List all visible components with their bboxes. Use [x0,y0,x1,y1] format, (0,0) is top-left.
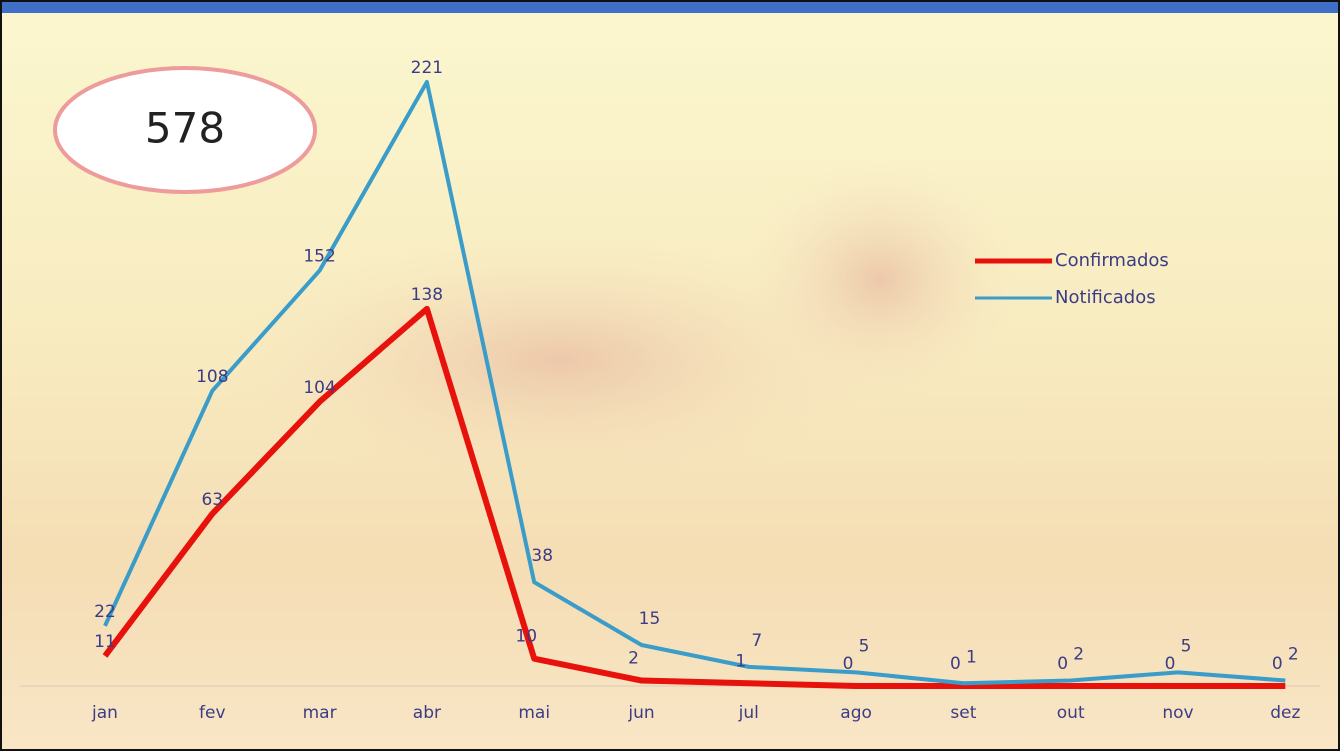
x-tick-label: mar [303,703,337,723]
data-label: 138 [411,285,443,305]
total-value: 578 [145,104,225,153]
data-label: 0 [1057,654,1068,674]
legend-label: Confirmados [1055,250,1169,271]
data-label: 1 [966,647,977,667]
data-label: 22 [94,602,116,622]
x-tick-label: set [950,703,976,723]
data-label: 11 [94,632,116,652]
x-tick-label: abr [413,703,441,723]
data-label: 1 [735,651,746,671]
x-tick-label: jan [91,703,118,723]
background-shape [740,160,1020,400]
data-label: 2 [628,649,639,669]
x-tick-label: ago [840,703,872,723]
page: {"chart_data": {"type": "line", "categor… [0,0,1340,751]
x-tick-label: fev [199,703,226,723]
data-label: 0 [843,654,854,674]
data-label: 38 [531,546,553,566]
data-label: 0 [1272,654,1283,674]
data-label: 5 [1181,636,1192,656]
data-label: 108 [196,367,228,387]
data-label: 2 [1288,645,1299,665]
chart: 578 jan fev mar abr mai jun jul ago set out nov dez… [0,0,1340,751]
x-tick-label: nov [1162,703,1193,723]
data-label: 5 [859,636,870,656]
x-tick-label: jul [738,703,759,723]
data-label: 0 [1165,654,1176,674]
data-label: 63 [201,490,223,510]
data-label: 0 [950,654,961,674]
data-label: 2 [1073,645,1084,665]
x-tick-label: mai [518,703,550,723]
data-label: 7 [751,631,762,651]
data-label: 104 [303,378,335,398]
x-tick-label: jun [627,703,654,723]
data-label: 15 [639,609,661,629]
data-label: 152 [303,247,335,267]
data-label: 10 [515,627,537,647]
x-tick-label: dez [1270,703,1300,723]
x-tick-label: out [1057,703,1085,723]
legend-label: Notificados [1055,287,1156,308]
data-label: 221 [411,58,443,78]
